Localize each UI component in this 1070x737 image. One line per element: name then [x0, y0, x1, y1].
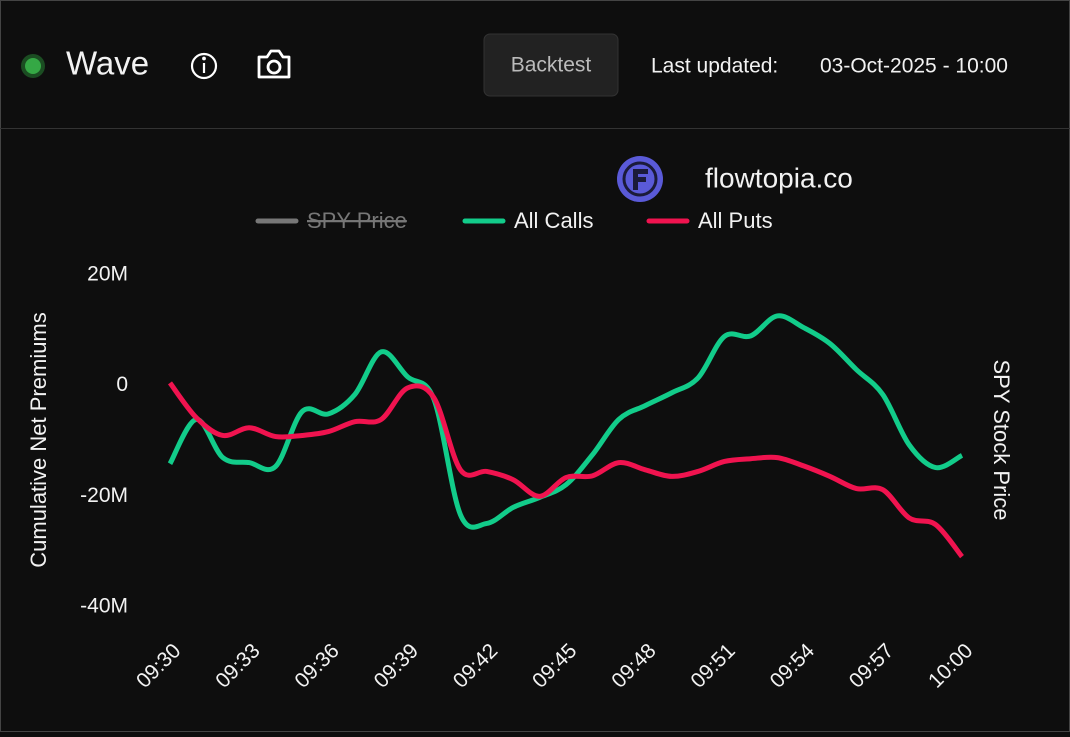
series-line [167, 381, 964, 559]
y-tick-label: -20M [80, 484, 128, 507]
camera-icon[interactable] [257, 49, 291, 79]
y-tick-label: -40M [80, 595, 128, 618]
status-dot [25, 58, 41, 74]
brand-logo [617, 156, 663, 202]
y2-axis-title: SPY Stock Price [989, 360, 1014, 521]
legend-label[interactable]: SPY Price [307, 208, 407, 233]
series-line [167, 313, 964, 530]
y-tick-label: 0 [116, 373, 128, 396]
updated-label: Last updated: [651, 55, 778, 78]
brand-name: flowtopia.co [705, 162, 853, 193]
backtest-button[interactable] [483, 33, 619, 97]
button-label[interactable]: Backtest [511, 54, 592, 77]
updated-value: 03-Oct-2025 - 10:00 [820, 55, 1008, 78]
y-tick-label: 20M [87, 263, 128, 286]
legend-label[interactable]: All Calls [514, 208, 593, 233]
header-title: Wave [66, 45, 149, 82]
legend-label[interactable]: All Puts [698, 208, 773, 233]
info-icon[interactable] [190, 52, 218, 80]
y-axis-title: Cumulative Net Premiums [26, 312, 51, 568]
